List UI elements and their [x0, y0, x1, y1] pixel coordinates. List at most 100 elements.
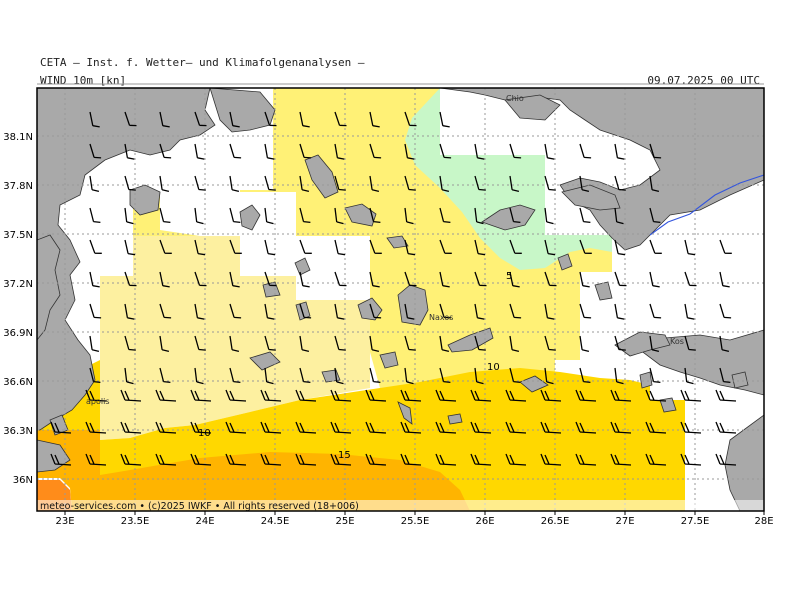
wind-barb: [470, 389, 492, 402]
wind-barb: [439, 271, 450, 288]
wind-barb: [614, 271, 627, 287]
wind-barb: [264, 207, 274, 225]
wind-barb: [579, 271, 590, 288]
wind-barb: [159, 143, 172, 159]
wind-barb: [579, 175, 590, 193]
wind-barb: [89, 367, 101, 384]
wind-barb: [509, 271, 520, 288]
wind-barb: [159, 175, 170, 193]
wind-barb: [299, 367, 311, 384]
wind-barb: [120, 421, 142, 434]
land-bodrum: [614, 331, 671, 357]
wind-barb: [579, 207, 591, 224]
wind-barb: [229, 207, 241, 224]
wind-barb: [614, 335, 626, 351]
land-ios: [379, 351, 399, 369]
wind-barb: [194, 303, 205, 320]
wind-barb: [159, 239, 172, 254]
wind-barb: [649, 207, 661, 224]
contour-label: 10: [198, 428, 211, 439]
wind-barb: [225, 453, 247, 466]
wind-barb: [404, 143, 415, 160]
wind-barb: [330, 389, 352, 402]
wind-barb: [334, 207, 344, 225]
wind-barb: [369, 239, 382, 254]
wind-barb: [365, 421, 387, 434]
wind-barb: [684, 335, 696, 351]
land-sifnos: [295, 301, 311, 321]
wind-barb: [229, 303, 242, 319]
wind-barb: [159, 303, 172, 319]
wind-barb: [614, 303, 625, 320]
land-amorgos: [447, 327, 494, 353]
wind-barb: [579, 335, 590, 353]
wind-barb: [505, 421, 527, 434]
wind-barb: [404, 271, 417, 287]
wind-barb: [715, 421, 737, 434]
wind-barb: [190, 453, 212, 466]
wind-barb: [439, 239, 452, 254]
wind-barb: [509, 303, 522, 319]
wind-barb: [509, 175, 520, 193]
wind-barb: [544, 271, 557, 287]
wind-barb: [369, 207, 381, 224]
wind-barb: [715, 453, 737, 466]
wind-barb: [505, 389, 527, 402]
wind-barb: [334, 367, 344, 385]
wind-barb: [404, 303, 415, 320]
wind-barb: [124, 303, 135, 320]
wind-barb: [260, 453, 282, 466]
wind-barb: [474, 175, 486, 191]
wind-barb: [264, 175, 276, 191]
wind-barb: [684, 303, 695, 320]
wind-barb: [334, 271, 347, 287]
lat-tick-label: 37.5N: [3, 230, 33, 241]
land-chios: [504, 94, 561, 121]
wind-barb: [264, 111, 277, 127]
wind-barb: [194, 335, 206, 351]
wind-barb: [295, 389, 317, 402]
wind-barb: [89, 303, 102, 319]
wind-barb: [194, 271, 207, 287]
wind-barb: [544, 207, 554, 225]
wind-barb: [614, 207, 624, 225]
wind-barb: [85, 389, 107, 402]
wind-barb: [474, 367, 484, 385]
lat-tick-label: 36.6N: [3, 377, 33, 388]
land-anafi: [447, 413, 463, 425]
wind-barb: [334, 111, 347, 127]
wind-barb: [124, 143, 135, 160]
wind-barb: [159, 271, 170, 288]
wind-barb: [719, 335, 730, 353]
wind-barb: [649, 367, 661, 384]
wind-barb: [404, 207, 414, 225]
wind-barb: [645, 421, 667, 434]
place-label-apolis: apolis: [86, 397, 110, 406]
wind-barb: [194, 207, 204, 225]
wind-barb: [544, 367, 554, 385]
wind-barb: [89, 207, 101, 224]
wind-barb: [544, 143, 555, 160]
wind-barb: [229, 271, 240, 288]
wind-barb: [194, 143, 205, 160]
wind-barb: [124, 239, 136, 256]
wind-barb: [680, 389, 702, 402]
river-line: [649, 174, 764, 236]
wind-zone-green: [405, 88, 612, 270]
land-ikaria: [561, 184, 621, 211]
wind-barb: [544, 335, 556, 351]
wind-barb: [474, 335, 486, 351]
wind-barb: [474, 239, 486, 256]
wind-barb: [369, 175, 380, 193]
wind-barb: [159, 207, 171, 224]
wind-barb: [120, 389, 142, 402]
wind-barb: [439, 143, 452, 159]
wind-barb: [509, 143, 522, 159]
wind-barb: [369, 271, 380, 288]
map-frame: [36, 87, 765, 512]
wind-barb: [610, 453, 632, 466]
wind-barb: [575, 389, 597, 402]
wind-barb: [400, 453, 422, 466]
lon-tick-label: 24E: [195, 516, 214, 527]
wind-barb: [544, 239, 556, 256]
